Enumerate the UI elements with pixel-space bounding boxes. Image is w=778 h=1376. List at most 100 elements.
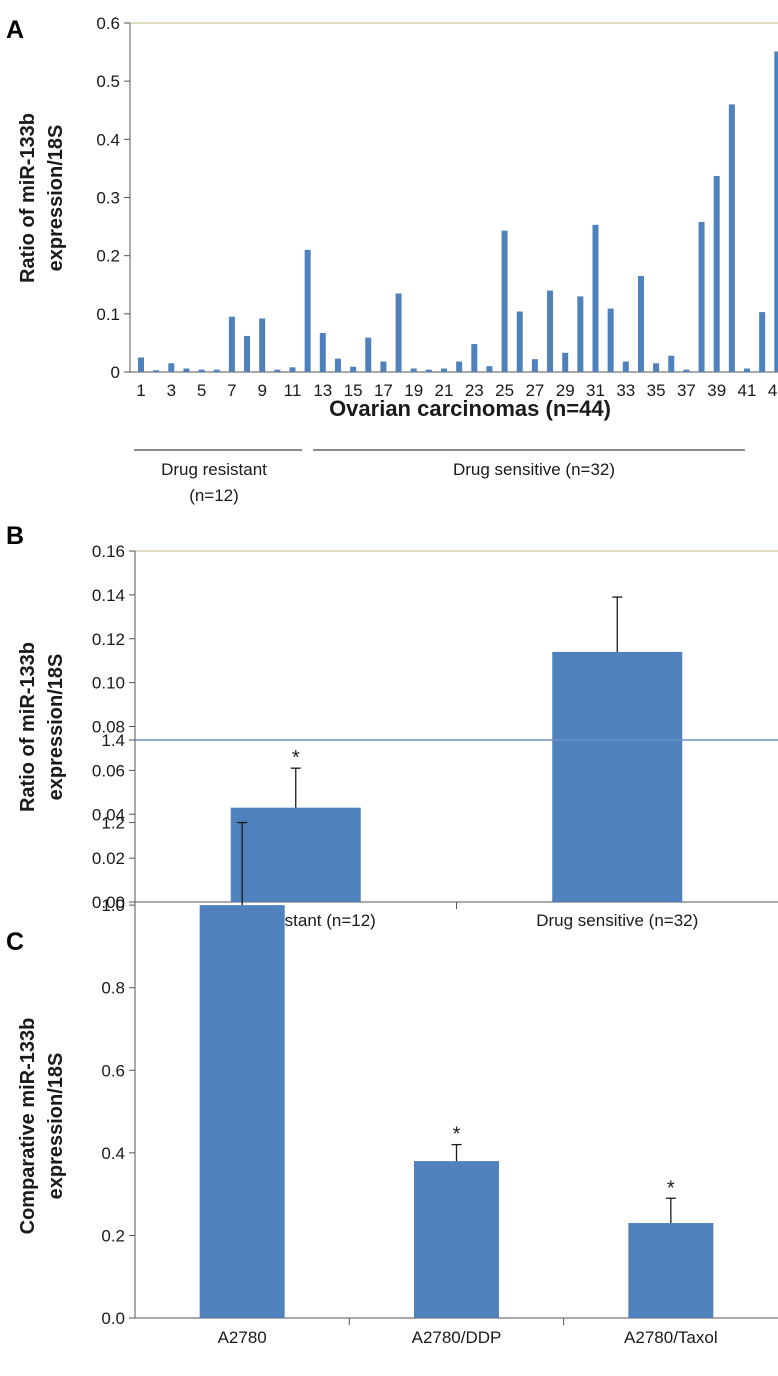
panel-a-xtick-label: 37 [677,381,696,400]
panel-c-ytick-label: 0.8 [101,979,125,998]
panel-a-xtick-label: 39 [707,381,726,400]
panel-b-significance-star: * [292,747,300,769]
panel-a-xtick-label: 35 [647,381,666,400]
panel-a-xtick-label: 11 [284,381,302,400]
panel-b-chart: 0.00 0.02 0.04 0.06 0.08 0.10 0.12 0.14 0.16 * Dru… [92,542,778,930]
panel-a-xtick-label: 29 [556,381,575,400]
panel-a-bar [395,293,402,372]
panel-a-bar [516,311,523,372]
panel-a-ytick-label: 0.6 [96,14,120,33]
panel-a-bar [713,175,720,372]
panel-a-bar [350,366,357,372]
panel-a-bar [138,357,144,372]
panel-a-bar [456,361,463,372]
panel-a-xtick-label: 13 [313,381,332,400]
panel-a-xtick-label: 41 [738,381,757,400]
panel-a-bar [531,359,538,372]
panel-a-bar [668,355,675,372]
panel-b-ytick-label: 0.12 [92,630,125,649]
panel-c-ytick-label: 1.0 [101,896,125,915]
panel-a-ylabel-line2: expression/18S [45,125,67,272]
panel-c-ytick-label: 0.2 [101,1226,125,1245]
panel-a-bar [744,368,750,372]
panel-a-bar [759,312,766,372]
panel-a-xtick-label: 15 [344,381,363,400]
panel-c-bar [628,1223,714,1318]
panel-a-label: A [6,16,24,44]
panel-a-bar [471,344,478,372]
panel-b-ytick-label: 0.06 [92,761,125,780]
group-resistant-label: Drug resistant [161,460,267,479]
panel-a-bar [592,224,599,372]
panel-a-xtick-label: 1 [136,381,145,400]
panel-a-bar [198,369,205,372]
panel-a-chart: 00.10.20.30.40.50.61 3 5 7 9 11 13 15 17 19 21 23 25… [96,14,778,400]
panel-b-bar [230,807,361,902]
panel-b-ytick-label: 0.02 [92,849,125,868]
panel-b-bar [552,651,683,902]
panel-a-ytick-label: 0.2 [96,247,120,266]
panel-c-significance-star: * [453,1124,461,1146]
panel-a-bar [213,369,220,372]
panel-a-bar [607,308,614,372]
panel-b-ytick-label: 0.14 [92,586,125,605]
panel-c-category-label: A2780/Taxol [624,1328,718,1347]
panel-a-bar [486,366,493,372]
panel-a-bar [698,221,705,372]
panel-a-bar [319,333,326,372]
panel-a-xtick-label: 19 [404,381,423,400]
panel-b-ytick-label: 0.10 [92,674,125,693]
panel-a-bar [562,352,569,372]
panel-a-bar [334,358,341,372]
panel-a-bar [365,337,372,372]
panel-a-xtick-label: 27 [525,381,544,400]
panel-a-xtick-label: 7 [227,381,236,400]
panel-a-xtick-label: 3 [167,381,176,400]
panel-c-bar [414,1161,499,1318]
panel-a-ytick-label: 0.1 [96,305,120,324]
panel-b-ytick-label: 0.08 [92,718,125,737]
panel-a-bar [501,230,508,372]
panel-a-ytick-label: 0.5 [96,72,120,91]
panel-a-bar [168,363,175,372]
panel-a-xtick-label: 9 [257,381,266,400]
panel-a-bar [410,368,417,372]
panel-a-ylabel-line1: Ratio of miR-133b [17,113,39,283]
panel-b-category-label: Drug sensitive (n=32) [536,911,698,930]
panel-a-bar [228,316,235,372]
panel-a-bar [183,368,190,372]
panel-c-ylabel-line2: expression/18S [45,1053,67,1200]
group-resistant-sublabel: (n=12) [189,486,239,505]
panel-a-xtick-label: 21 [435,381,454,400]
panel-a-xtick-label: 23 [465,381,484,400]
panel-c-ytick-label: 0.4 [101,1144,125,1163]
panel-a-bar [683,369,690,372]
panel-c-significance-star: * [667,1177,675,1199]
panel-b-ylabel-line1: Ratio of miR-133b [17,642,39,812]
panel-c-label: C [6,928,24,956]
panel-b-ytick-label: 0.00 [92,893,125,912]
panel-a-bar [380,361,387,372]
panel-b-ytick-label: 0.04 [92,805,125,824]
panel-a-bar [441,368,447,372]
panel-c-ytick-label: 0.6 [101,1061,125,1080]
panel-a-xtick-label: 25 [495,381,514,400]
panel-b-ylabel-line2: expression/18S [45,654,67,801]
panel-a-bar [289,367,296,372]
group-sensitive-label: Drug sensitive (n=32) [453,460,615,479]
panel-c-ylabel-line1: Comparative miR-133b [17,1018,39,1235]
panel-a-bar [577,296,584,372]
panel-a-xtick-label: 43 [768,381,778,400]
panel-c-ytick-label: 1.2 [101,814,125,833]
panel-c-ytick-label: 0.0 [101,1309,125,1328]
panel-a-bar [153,370,160,372]
panel-a-bar [547,290,554,372]
panel-a-ytick-label: 0.4 [96,130,120,149]
panel-a-xtick-label: 17 [374,381,393,400]
panel-a-bar [728,104,735,372]
panel-c-ytick-label: 1.4 [101,731,125,750]
panel-c-chart: 0.0 0.2 0.4 0.6 0.8 1.0 1.2 1.4 A2780 * A2780/DDP *… [101,731,778,1347]
panel-b-ytick-label: 0.16 [92,542,125,561]
panel-a-bar [653,363,660,372]
